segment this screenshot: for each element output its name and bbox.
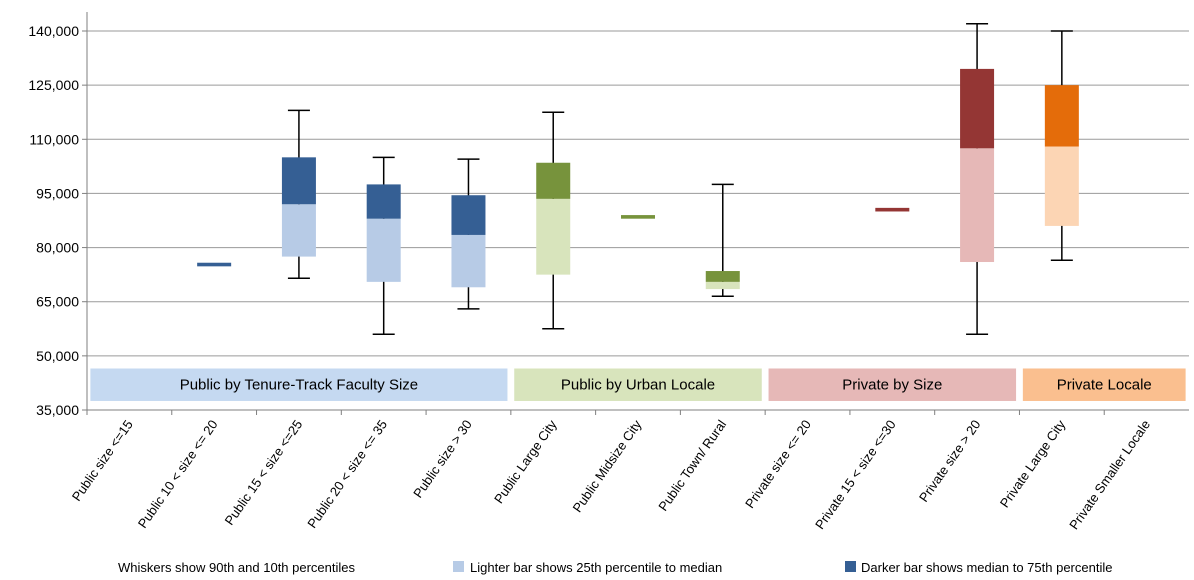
y-tick-label: 35,000	[36, 402, 79, 418]
box-upper-dark	[536, 162, 571, 199]
boxes	[197, 23, 1079, 335]
group-label: Public by Urban Locale	[561, 377, 715, 394]
box-upper-dark	[366, 184, 401, 219]
group-label: Private by Size	[842, 377, 942, 394]
box-upper-dark	[875, 207, 910, 212]
y-tick-label: 95,000	[36, 185, 79, 201]
x-tick-label: Private size <= 20	[742, 417, 814, 511]
y-tick-label: 50,000	[36, 348, 79, 364]
group-label: Private Locale	[1057, 377, 1152, 394]
x-tick-label: Public Town/ Rural	[655, 417, 729, 514]
x-tick-label: Private size > 20	[916, 417, 984, 505]
group-band	[514, 368, 762, 401]
box-upper-dark	[197, 262, 232, 267]
box-upper-dark	[960, 68, 995, 149]
group-label-bands: Public by Tenure-Track Faculty Size Publi…	[90, 368, 1186, 401]
x-tick-label: Public Large City	[491, 417, 560, 507]
box-upper-dark	[1044, 85, 1079, 147]
box-lower-light	[536, 198, 571, 275]
box-lower-light	[1044, 146, 1079, 226]
y-tick-label: 140,000	[28, 23, 79, 39]
y-axis: 35,000 50,000 65,000 80,000 95,000 110,000 125…	[28, 12, 88, 418]
legend-light-text: Lighter bar shows 25th percentile to med…	[470, 560, 722, 575]
legend-whiskers-text: Whiskers show 90th and 10th percentiles	[118, 560, 356, 575]
y-tick-label: 65,000	[36, 294, 79, 310]
group-label: Public by Tenure-Track Faculty Size	[180, 377, 418, 394]
box-lower-light	[705, 281, 740, 290]
x-tick-label: Private Smaller Locale	[1066, 417, 1153, 532]
x-tick-label: Public 20 < size <= 35	[304, 417, 390, 531]
x-tick-label: Public 10 < size <= 20	[135, 417, 221, 531]
group-band	[90, 368, 508, 401]
x-tick-label: Public Midsize City	[570, 417, 645, 515]
legend-dark-swatch	[845, 561, 856, 572]
group-band	[1022, 368, 1186, 401]
legend: Whiskers show 90th and 10th percentiles …	[118, 560, 1112, 575]
box-lower-light	[281, 204, 316, 257]
box-upper-dark	[705, 271, 740, 282]
box-lower-light	[960, 148, 995, 263]
x-tick-label: Private 15 < size <=30	[812, 417, 899, 532]
y-tick-label: 80,000	[36, 240, 79, 256]
legend-light-swatch	[453, 561, 464, 572]
box-lower-light	[451, 234, 486, 288]
gridlines	[87, 30, 1189, 411]
y-tick-label: 110,000	[29, 131, 79, 147]
box-upper-dark	[281, 157, 316, 205]
box-upper-dark	[451, 195, 486, 235]
box-lower-light	[366, 218, 401, 282]
x-tick-label: Public size <=15	[69, 417, 136, 504]
box-upper-dark	[621, 215, 655, 219]
y-tick-label: 125,000	[28, 77, 79, 93]
x-tick-label: Public size > 30	[410, 417, 475, 500]
group-band	[768, 368, 1017, 401]
x-tick-label: Private Large City	[997, 417, 1069, 511]
legend-dark-text: Darker bar shows median to 75th percenti…	[861, 560, 1112, 575]
x-tick-label: Public 15 < size <=25	[222, 417, 306, 528]
